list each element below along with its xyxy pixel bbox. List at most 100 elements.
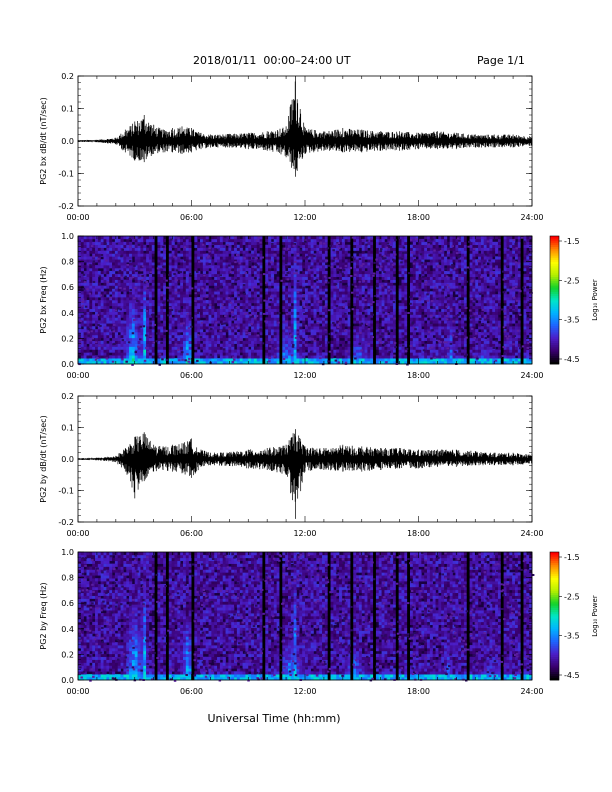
spectrogram-cell [370,320,374,324]
spectrogram-cell [191,265,195,269]
spectrogram-cell [361,276,365,280]
spectrogram-cell [100,311,104,315]
spectrogram-cell [117,294,121,298]
spectrogram-cell [180,236,184,240]
spectrogram-cell [234,241,238,246]
spectrogram-cell [293,302,297,307]
spectrogram-cell [185,259,189,263]
spectrogram-cell [407,241,411,246]
spectrogram-cell [211,236,215,240]
spectrogram-cell [182,241,187,246]
spectrogram-cell [390,294,394,298]
spectrogram-cell [344,273,348,278]
spectrogram-cell [205,308,209,312]
spectrogram-cell [219,361,224,365]
spectrogram-cell [398,323,402,327]
spectrogram-cell [86,352,90,356]
spectrogram-cell [191,349,195,353]
spectrogram-cell [182,326,187,330]
spectrogram-cell [97,282,101,286]
spectrogram-cell [151,282,155,286]
spectrogram-cell [140,241,144,246]
spectrogram-cell [350,317,354,321]
spectrogram-cell [299,256,303,260]
spectrogram-cell [336,334,340,339]
spectrogram-cell [384,276,388,280]
spectrogram-cell [273,314,277,318]
spectrogram-cell [117,326,121,330]
spectrogram-cell [341,349,346,353]
spectrogram-cell [222,334,226,339]
spectrogram-cell [364,291,368,295]
spectrogram-cell [191,262,195,266]
spectrogram-cell [154,265,158,269]
spectrogram-cell [268,308,272,312]
spectrogram-cell [231,340,235,344]
spectrogram-cell [219,332,224,336]
spectrogram-cell [305,288,309,292]
spectrogram-cell [293,346,297,350]
spectrogram-cell [114,340,119,344]
spectrogram-cell [285,244,289,248]
spectrogram-cell [339,238,343,243]
spectrogram-cell [97,302,101,307]
spectrogram-cell [120,288,124,292]
spectrogram-cell [131,340,136,344]
spectrogram-cell [387,265,391,269]
spectrogram-cell [148,355,153,359]
spectrogram-cell [214,358,218,362]
spectrogram-cell [344,302,348,307]
spectrogram-cell [373,291,377,295]
spectrogram-cell [83,326,87,330]
spectrogram-cell [344,314,348,318]
spectrogram-cell [242,343,246,347]
spectrogram-cell [163,302,167,307]
spectrogram-cell [324,294,328,298]
spectrogram-cell [205,279,209,283]
spectrogram-cell [214,355,218,359]
spectrogram-cell [197,302,201,307]
spectrogram-cell [248,308,252,312]
spectrogram-cell [86,238,90,243]
spectrogram-cell [358,326,363,330]
spectrogram-cell [361,361,365,365]
spectrogram-cell [211,337,215,342]
spectrogram-cell [217,340,221,344]
spectrogram-cell [151,308,155,312]
spectrogram-cell [168,282,172,286]
spectrogram-cell [242,259,246,263]
spectrogram-cell [256,285,260,289]
spectrogram-cell [95,276,99,280]
spectrogram-cell [151,279,155,283]
spectrogram-cell [336,340,340,344]
spectrogram-cell [114,253,119,257]
spectrogram-cell [200,305,204,310]
spectrogram-cell [384,352,388,356]
spectrogram-cell [347,279,351,283]
spectrogram-cell [95,337,99,342]
spectrogram-cell [390,270,394,275]
spectrogram-cell [177,361,181,365]
spectrogram-cell [316,259,320,263]
spectrogram-cell [100,241,104,246]
spectrogram-cell [256,337,260,342]
spectrogram-cell [137,332,141,336]
spectrogram-cell [384,320,388,324]
spectrogram-cell [214,291,218,295]
spectrogram-cell [214,250,218,254]
spectrogram-cell [367,311,371,315]
spectrogram-cell [106,300,110,304]
spectrogram-cell [83,256,87,260]
spectrogram-cell [222,259,226,263]
spectrogram-cell [80,294,84,298]
spectrogram-cell [114,311,119,315]
spectrogram-cell [364,311,368,315]
spectrogram-cell [134,297,138,301]
spectrogram-cell [126,294,130,298]
spectrogram-cell [78,238,82,243]
spectrogram-cell [163,238,167,243]
spectrogram-cell [341,329,346,333]
spectrogram-cell [276,329,280,333]
spectrogram-cell [381,317,385,321]
spectrogram-cell [248,358,252,362]
